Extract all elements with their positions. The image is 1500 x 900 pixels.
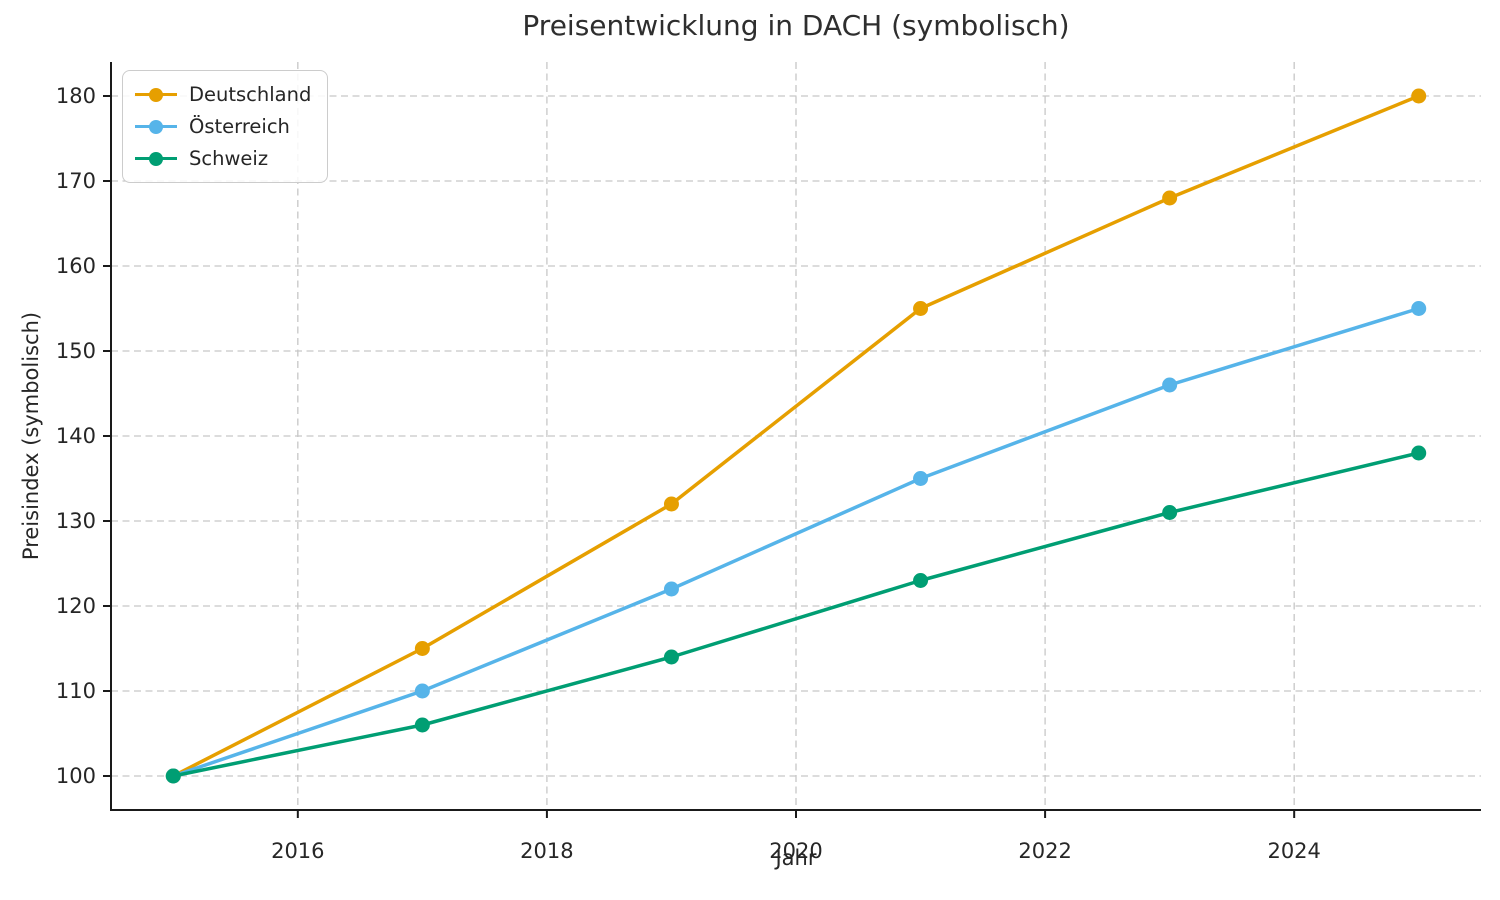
legend-item-label: Deutschland: [189, 83, 312, 106]
x-tick-label: 2022: [1018, 839, 1071, 863]
data-point-deutschland-2023: [1162, 190, 1178, 206]
data-point-deutschland-2019: [663, 496, 679, 512]
data-point-österreich-2021: [913, 471, 929, 486]
x-axis-label: Jahr: [775, 846, 817, 870]
y-tick-label: 160: [56, 254, 96, 278]
data-point-schweiz-2025: [1411, 445, 1427, 461]
data-point-deutschland-2021: [913, 301, 929, 316]
y-tick-label: 140: [56, 424, 96, 448]
legend-item-deutschland: Deutschland: [135, 83, 311, 106]
legend-line-marker-sample: [135, 119, 177, 134]
series-line-deutschland: [171, 94, 1421, 778]
x-tick-label: 2024: [1267, 839, 1320, 863]
legend-item-schweiz: Schweiz: [135, 147, 311, 170]
legend-line-marker-sample: [135, 87, 177, 102]
legend-item-label: Österreich: [189, 115, 290, 138]
data-point-schweiz-2017: [414, 717, 430, 733]
data-point-deutschland-2025: [1411, 88, 1427, 104]
data-point-österreich-2023: [1162, 377, 1178, 393]
x-tick-label: 2020: [769, 839, 822, 863]
y-tick-label: 180: [56, 84, 96, 108]
y-tick-label: 120: [56, 594, 96, 618]
x-tick-label: 2018: [520, 839, 573, 863]
legend-item-oesterreich: Österreich: [135, 115, 311, 138]
data-point-schweiz-2021: [913, 573, 929, 588]
data-point-österreich-2019: [663, 581, 679, 597]
data-point-österreich-2025: [1411, 301, 1427, 316]
data-point-deutschland-2017: [414, 641, 430, 656]
data-point-schweiz-2023: [1162, 505, 1178, 520]
x-tick-label: 2016: [271, 839, 324, 863]
legend-item-label: Schweiz: [189, 147, 269, 170]
chart-title: Preisentwicklung in DACH (symbolisch): [522, 9, 1070, 42]
data-point-schweiz-2015: [165, 768, 181, 784]
series-line-schweiz: [171, 451, 1421, 778]
y-tick-label: 100: [56, 764, 96, 788]
y-tick-label: 150: [56, 339, 96, 363]
series-line-österreich: [171, 306, 1421, 778]
data-point-schweiz-2019: [663, 649, 679, 665]
y-tick-label: 130: [56, 509, 96, 533]
legend: Deutschland Österreich Schweiz: [122, 70, 329, 183]
y-axis-label: Preisindex (symbolisch): [19, 311, 43, 561]
y-tick-label: 170: [56, 169, 96, 193]
legend-line-marker-sample: [135, 151, 177, 166]
data-point-österreich-2017: [414, 683, 430, 699]
y-tick-label: 110: [56, 679, 96, 703]
